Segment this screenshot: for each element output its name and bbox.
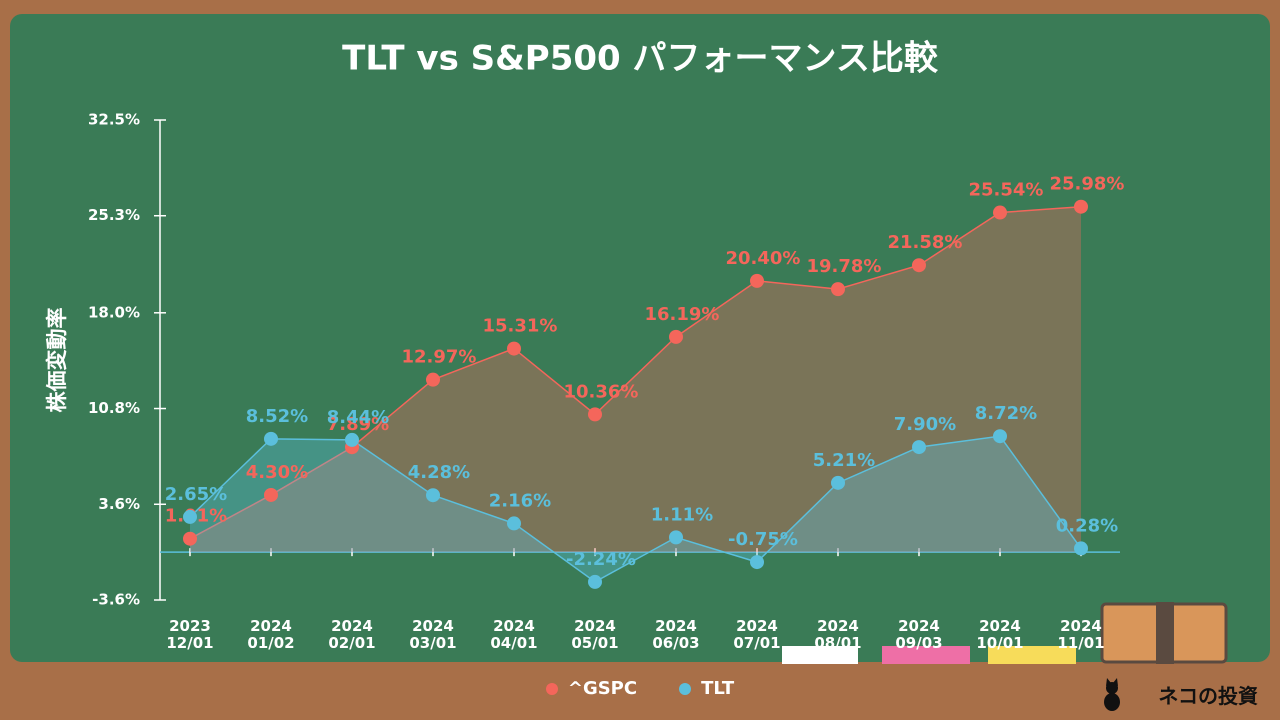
- legend-item: ^GSPC: [545, 678, 638, 699]
- point: [345, 432, 359, 447]
- data-label: 25.54%: [969, 180, 1044, 201]
- point: [750, 555, 764, 570]
- point: [669, 329, 683, 344]
- point: [183, 509, 197, 524]
- point: [831, 475, 845, 490]
- data-label: 19.78%: [807, 256, 882, 277]
- legend-label: TLT: [701, 678, 735, 699]
- point: [426, 372, 440, 387]
- chalk-yellow: [988, 646, 1076, 664]
- point: [669, 530, 683, 545]
- data-label: 16.19%: [645, 304, 720, 325]
- data-label: 7.90%: [894, 414, 956, 435]
- data-label: 4.28%: [408, 462, 470, 483]
- point: [264, 487, 278, 502]
- legend-item: TLT: [679, 678, 734, 699]
- point: [264, 431, 278, 446]
- data-label: 0.28%: [1056, 515, 1118, 536]
- y-tick-label: 32.5%: [88, 111, 140, 129]
- y-tick-label: 10.8%: [88, 399, 140, 417]
- data-label: 8.52%: [246, 406, 308, 427]
- line: [189, 435, 1082, 583]
- data-label: 5.21%: [813, 450, 875, 471]
- point: [1074, 541, 1088, 556]
- x-tick-label: 2024 08/01: [814, 617, 862, 652]
- data-label: 2.65%: [165, 484, 227, 505]
- point: [426, 488, 440, 503]
- data-label: -2.24%: [566, 549, 636, 570]
- point: [993, 429, 1007, 444]
- x-tick-label: 2023 12/01: [166, 617, 214, 652]
- data-label: 25.98%: [1050, 174, 1125, 195]
- x-tick-label: 2024 09/03: [895, 617, 943, 652]
- legend: ^GSPC TLT: [0, 678, 1280, 699]
- area: [190, 436, 1081, 582]
- x-tick-label: 2024 04/01: [490, 617, 538, 652]
- eraser-band: [1156, 602, 1174, 664]
- chart-title: TLT vs S&P500 パフォーマンス比較: [342, 39, 939, 79]
- data-label: 15.31%: [483, 316, 558, 337]
- x-tick-label: 2024 02/01: [328, 617, 376, 652]
- y-tick-label: 18.0%: [88, 303, 140, 321]
- x-tick-label: 2024 10/01: [976, 617, 1024, 652]
- x-tick-label: 2024 05/01: [571, 617, 619, 652]
- x-tick-label: 2024 06/03: [652, 617, 700, 652]
- chalk-pink: [882, 646, 970, 664]
- data-label: 4.30%: [246, 462, 308, 483]
- data-label: 21.58%: [888, 232, 963, 253]
- point: [507, 516, 521, 531]
- data-label: 1.11%: [651, 504, 713, 525]
- data-label: -0.75%: [728, 529, 798, 550]
- point: [588, 574, 602, 589]
- point: [912, 258, 926, 273]
- point: [183, 531, 197, 546]
- x-tick-label: 2024 03/01: [409, 617, 457, 652]
- data-label: 2.16%: [489, 490, 551, 511]
- line: [189, 205, 1082, 540]
- chalkboard: [10, 14, 1270, 662]
- point: [831, 282, 845, 297]
- point: [1074, 199, 1088, 214]
- chalk-white: [782, 646, 858, 664]
- data-label: 20.40%: [726, 248, 801, 269]
- brand: ネコの投資: [1158, 684, 1258, 708]
- x-tick-label: 2024 11/01: [1057, 617, 1105, 652]
- y-tick-label: -3.6%: [92, 591, 140, 609]
- point: [750, 273, 764, 288]
- data-label: 8.72%: [975, 403, 1037, 424]
- point: [912, 440, 926, 455]
- x-tick-label: 2024 07/01: [733, 617, 781, 652]
- y-axis-label: 株価変動率: [45, 308, 69, 413]
- data-label: 10.36%: [564, 381, 639, 402]
- y-tick-label: 3.6%: [98, 495, 140, 513]
- point: [588, 407, 602, 422]
- legend-swatch: [679, 682, 692, 695]
- area: [190, 206, 1081, 553]
- legend-swatch: [545, 682, 558, 695]
- cat-icon: [1104, 678, 1120, 711]
- y-tick-label: 25.3%: [88, 206, 140, 224]
- point: [993, 205, 1007, 220]
- data-label: 8.44%: [327, 407, 389, 428]
- data-label: 12.97%: [402, 347, 477, 368]
- x-tick-label: 2024 01/02: [247, 617, 295, 652]
- point: [507, 341, 521, 356]
- data-label: 7.89%: [327, 414, 389, 435]
- legend-label: ^GSPC: [567, 678, 638, 699]
